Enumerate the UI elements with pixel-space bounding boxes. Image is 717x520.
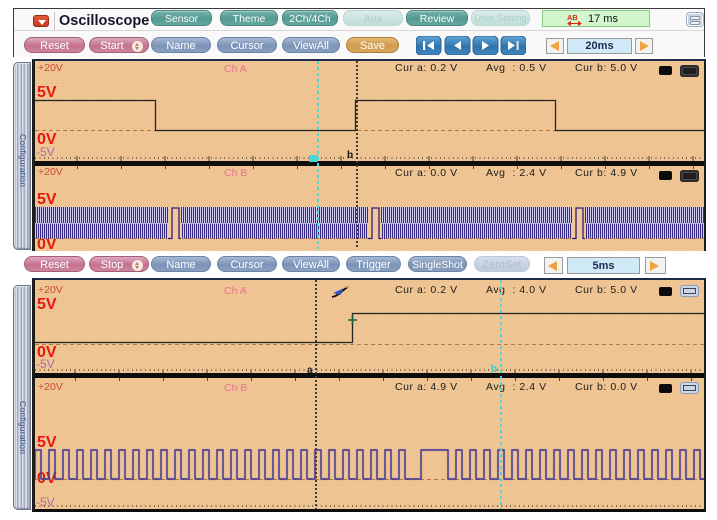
svg-text:AB: AB — [567, 13, 578, 22]
